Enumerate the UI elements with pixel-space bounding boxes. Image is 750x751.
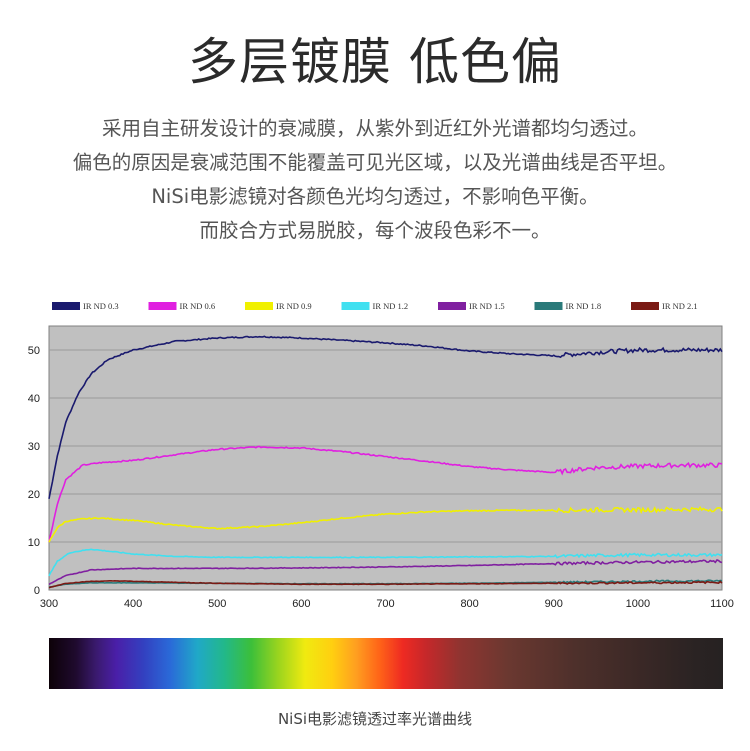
legend-swatch	[245, 302, 273, 310]
y-tick-label: 0	[34, 585, 40, 597]
series-line	[48, 445, 723, 543]
description-line: NiSi电影滤镜对各颜色光均匀透过，不影响色平衡。	[151, 185, 599, 208]
series-line	[48, 335, 723, 499]
color-spectrum-bar	[49, 638, 723, 689]
legend-swatch	[341, 302, 370, 310]
description: 采用自主研发设计的衰减膜，从紫外到近红外光谱都均匀透过。 偏色的原因是衰减范围不…	[0, 112, 750, 248]
legend-swatch	[631, 302, 659, 310]
page-title: 多层镀膜 低色偏	[188, 33, 562, 91]
series-line	[48, 579, 723, 589]
description-line: 偏色的原因是衰减范围不能覆盖可见光区域，以及光谱曲线是否平坦。	[72, 151, 678, 174]
x-tick-label: 800	[460, 598, 478, 610]
x-tick-label: 400	[124, 598, 142, 610]
x-tick-label: 700	[376, 598, 394, 610]
legend-label: IR ND 2.1	[662, 301, 698, 311]
y-tick-label: 10	[28, 537, 40, 549]
legend-label: IR ND 1.5	[469, 301, 505, 311]
series-line	[48, 559, 723, 586]
x-tick-label: 600	[292, 598, 310, 610]
legend-label: IR ND 0.3	[83, 301, 119, 311]
legend-swatch	[148, 302, 177, 310]
legend-label: IR ND 0.6	[180, 301, 216, 311]
y-tick-label: 20	[28, 489, 40, 501]
x-tick-label: 1100	[710, 598, 734, 610]
y-tick-label: 50	[28, 345, 40, 357]
legend-label: IR ND 1.8	[566, 301, 602, 311]
legend-label: IR ND 0.9	[276, 301, 312, 311]
legend-label: IR ND 1.2	[373, 301, 409, 311]
chart-caption: NiSi电影滤镜透过率光谱曲线	[277, 710, 473, 728]
x-tick-label: 500	[208, 598, 226, 610]
x-tick-label: 900	[545, 598, 563, 610]
legend-swatch	[52, 302, 80, 310]
legend-swatch	[438, 302, 466, 310]
transmission-chart: 0 10 20 30 40 50 300 400 500 600 700 800 900 1000 1100…	[28, 301, 734, 610]
series-line	[48, 505, 723, 543]
series-line	[48, 548, 723, 577]
description-line: 而胶合方式易脱胶，每个波段色彩不一。	[199, 219, 551, 242]
legend-swatch	[534, 302, 563, 310]
plot-area	[48, 325, 723, 591]
description-line: 采用自主研发设计的衰减膜，从紫外到近红外光谱都均匀透过。	[101, 117, 648, 140]
x-tick-label: 1000	[626, 598, 650, 610]
x-tick-label: 300	[40, 598, 58, 610]
y-tick-label: 30	[28, 441, 40, 453]
y-tick-label: 40	[28, 393, 40, 405]
